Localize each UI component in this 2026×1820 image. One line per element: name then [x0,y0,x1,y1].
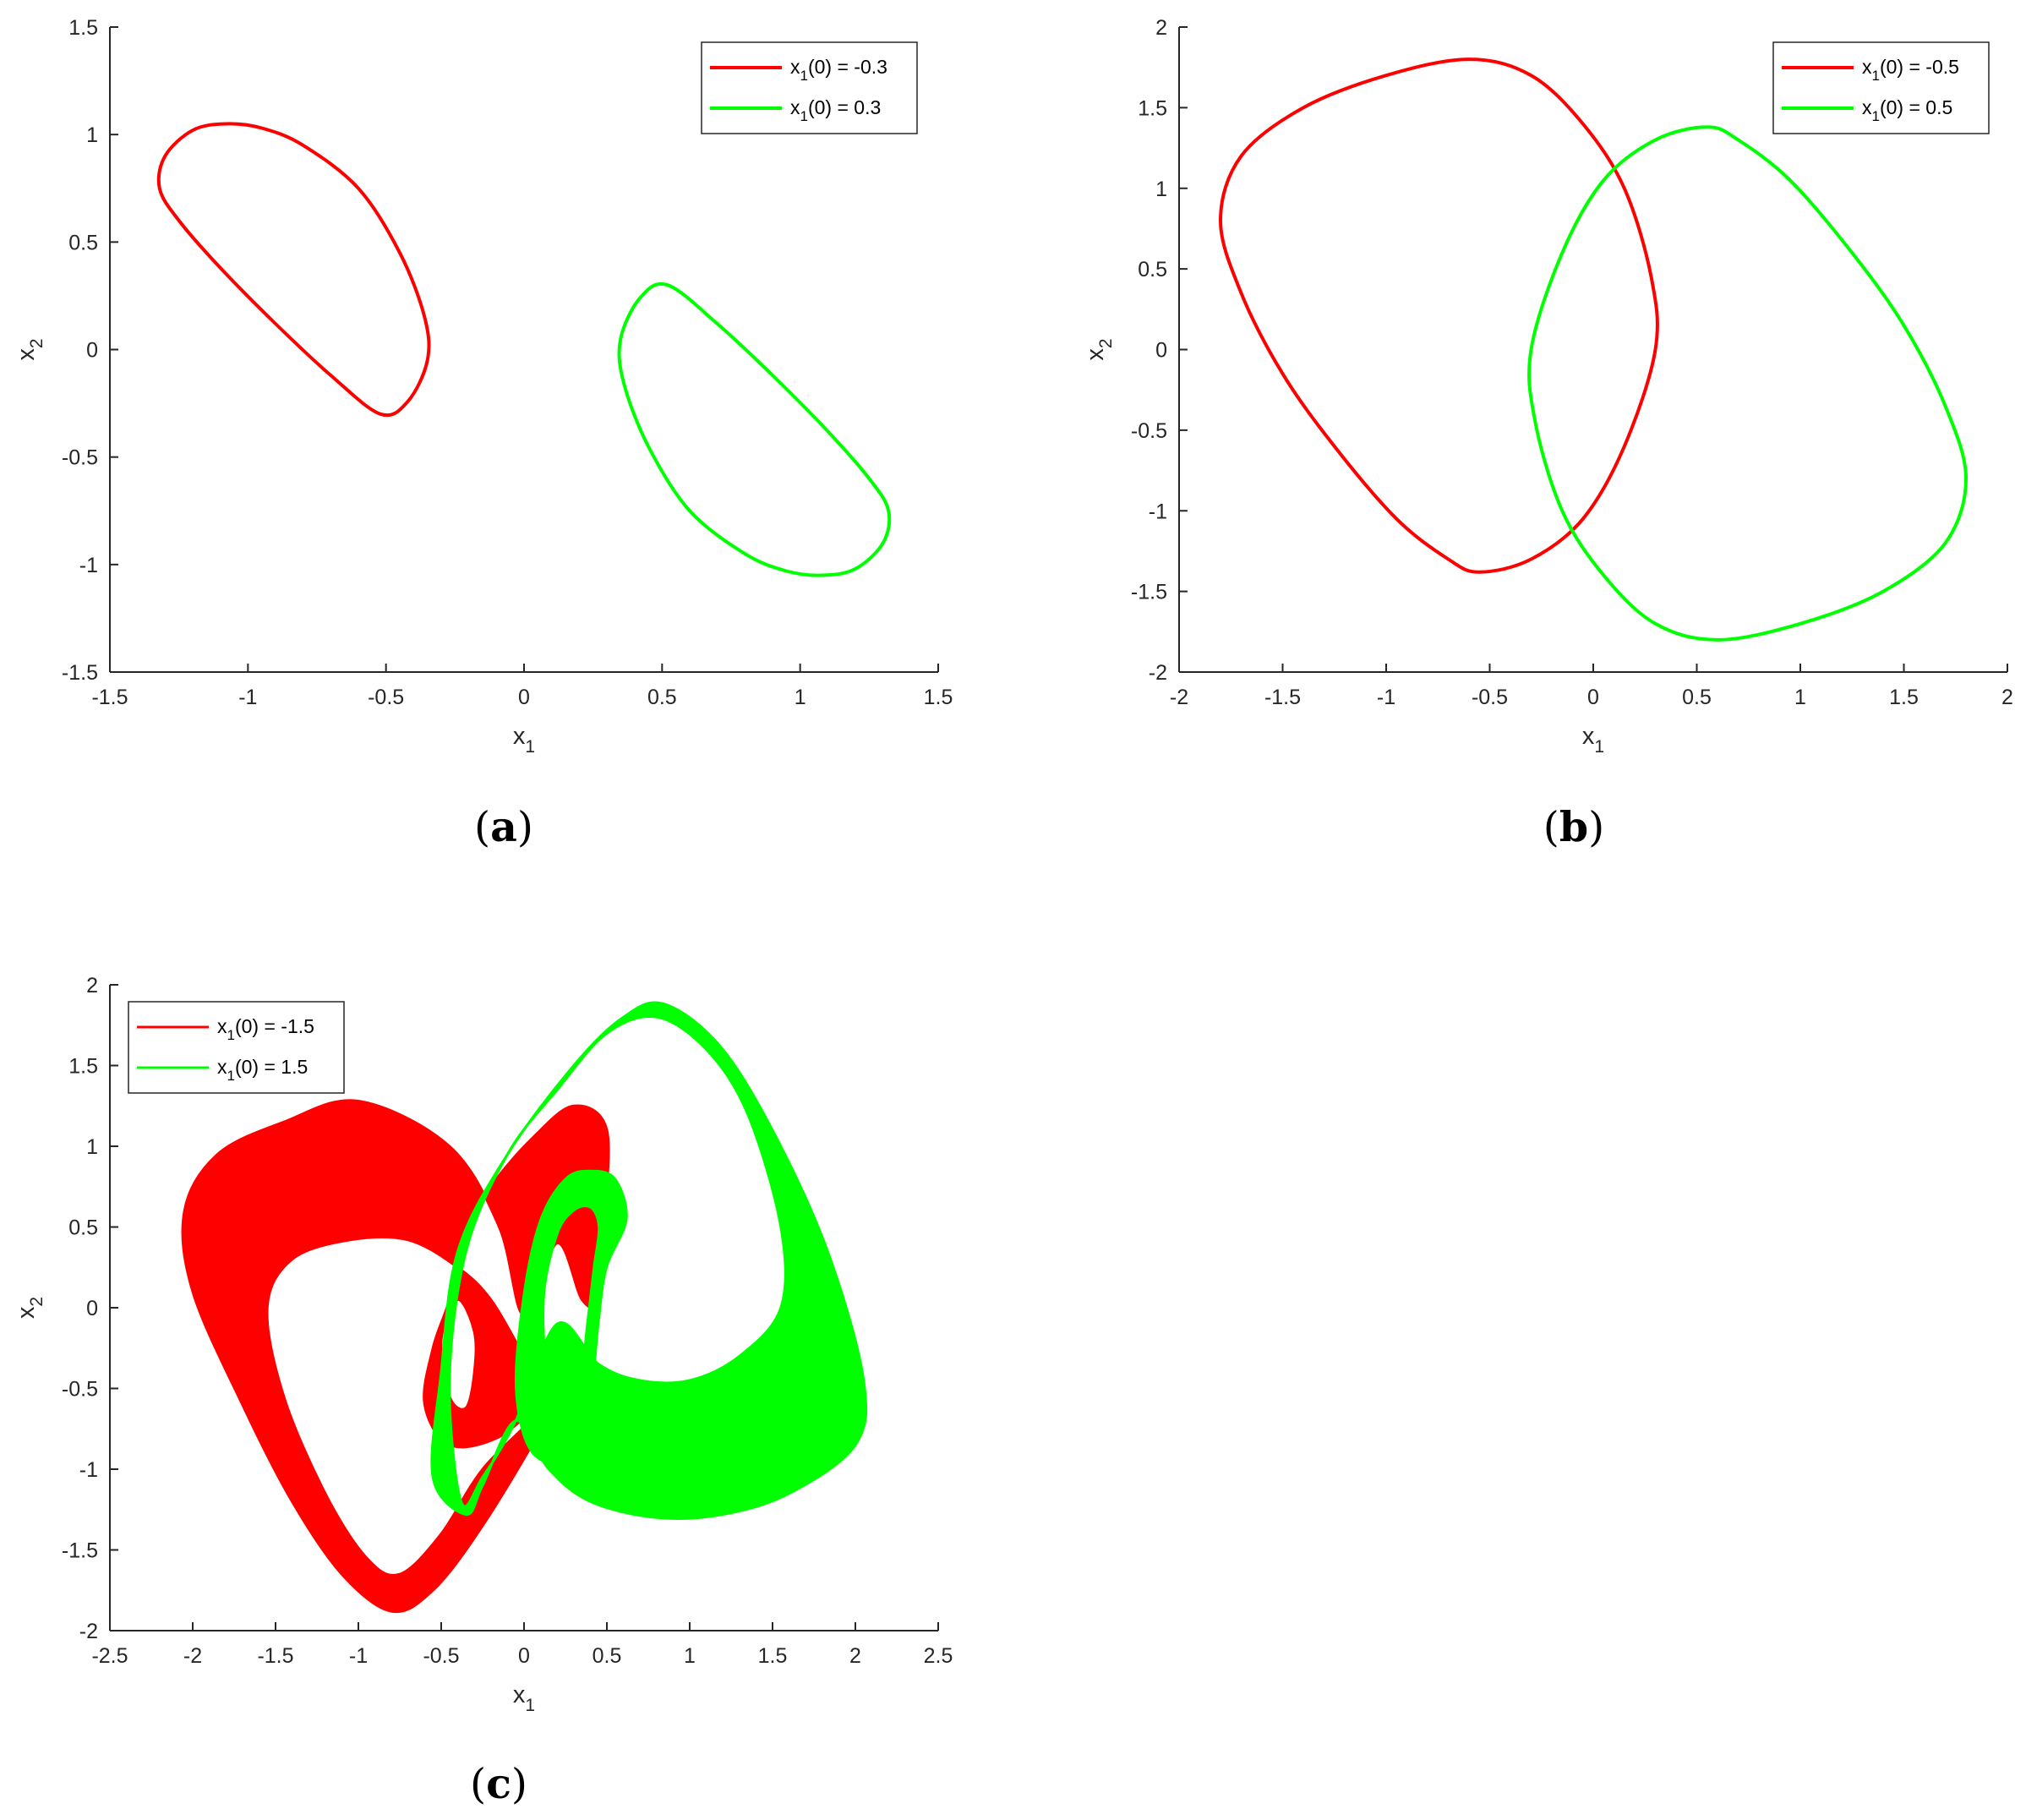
panel-label-b: (b) [1543,802,1605,851]
y-tick-label: 1 [86,1135,98,1159]
series-1-curve [1219,57,1659,574]
y-tick-label: -0.5 [1131,419,1167,443]
x-tick-label: 2 [849,1644,861,1668]
x-tick-label: -1 [349,1644,368,1668]
y-tick-label: 0.5 [68,1216,98,1240]
x-tick-label: 1.5 [924,686,953,709]
y-tick-label: 2 [1155,16,1167,40]
y-tick-label: -0.5 [62,446,98,470]
y-tick-label: 1.5 [68,16,98,40]
legend-box [128,1001,345,1094]
x-tick-label: 0.5 [1682,686,1712,709]
panel-a: -1.5 -1 -0.5 0 0.5 1 1.5 -1.5 -1 -0.5 0 0.5 1 1.5 x1 x2… [13,16,953,757]
panel-label-a: (a) [474,802,533,851]
x-tick-label: -2 [183,1644,202,1668]
legend: x1(0) = -0.5 x1(0) = 0.5 [1772,41,1990,134]
x-tick-label: 1 [684,1644,696,1668]
x-tick-label: -1 [238,686,257,709]
y-tick-label: 0.5 [1138,258,1167,281]
legend-label-2: x1(0) = 0.5 [1862,96,1952,124]
legend-label-2: x1(0) = 0.3 [790,96,881,124]
y-tick-label: -2 [79,1620,98,1643]
x-tick-label: 1 [795,686,806,709]
x-tick-label: -0.5 [423,1644,459,1668]
y-tick-label: -1.5 [62,1539,98,1563]
series-1-curve [156,122,431,418]
panel-c: -2.5 -2 -1.5 -1 -0.5 0 0.5 1 1.5 2 2.5-2-1.5-1-0.5… [13,974,953,1715]
x-tick-label: -1.5 [257,1644,293,1668]
legend-label-1: x1(0) = -1.5 [217,1015,314,1043]
y-tick-label: 1 [86,123,98,147]
y-tick-label: -1 [1149,500,1167,523]
x-tick-label: 1 [1794,686,1806,709]
x-tick-label: 0 [1587,686,1599,709]
y-tick-label: 1 [1155,178,1167,201]
x-tick-label: 2 [2001,686,2013,709]
legend-box [1772,41,1990,134]
x-axis-label: x1 [513,1681,535,1715]
series-1-band [181,1099,610,1614]
x-tick-label: -2.5 [91,1644,128,1668]
y-axis-label: x2 [1082,338,1116,360]
legend: x1(0) = -0.3 x1(0) = 0.3 [701,41,918,134]
x-tick-label: -2 [1170,686,1188,709]
panel-b: -2 -1.5 -1 -0.5 0 0.5 1 1.5 2 -2 -1.5 -1 -0.5 0 0.5 1 1.… [1082,16,2013,757]
y-tick-label: 0.5 [68,231,98,254]
series-2-curve [617,281,892,577]
x-tick-label: -0.5 [368,686,404,709]
x-tick-label: -1 [1377,686,1395,709]
x-axis-label: x1 [1582,723,1604,757]
y-tick-label: -1.5 [62,661,98,685]
y-tick-label: 0 [86,1297,98,1320]
x-tick-label: -1.5 [91,686,128,709]
x-axis-label: x1 [513,723,535,757]
x-tick-label: 1.5 [758,1644,788,1668]
legend-box [701,41,918,134]
x-tick-label: 0.5 [593,1644,622,1668]
y-tick-label: -1.5 [1131,581,1167,604]
y-axis-label: x2 [13,338,46,360]
x-tick-label: 2.5 [924,1644,953,1668]
legend-label-2: x1(0) = 1.5 [217,1056,308,1084]
legend-label-1: x1(0) = -0.3 [790,56,887,84]
y-tick-label: -0.5 [62,1378,98,1402]
legend-label-1: x1(0) = -0.5 [1862,56,1959,84]
y-tick-label: 1.5 [1138,96,1167,120]
x-tick-label: 0 [518,1644,530,1668]
y-tick-label: 0 [86,339,98,363]
series-2-curve [1527,125,1968,642]
y-tick-label: 0 [1155,339,1167,363]
panel-label-c: (c) [470,1759,527,1808]
y-tick-label: 2 [86,974,98,997]
x-tick-label: -0.5 [1472,686,1508,709]
y-tick-label: -1 [79,554,98,577]
y-tick-label: -2 [1149,661,1167,685]
x-tick-label: 0 [518,686,530,709]
y-axis-label: x2 [13,1297,46,1319]
y-tick-label: -1 [79,1458,98,1482]
legend: x1(0) = -1.5 x1(0) = 1.5 [128,1001,345,1094]
x-tick-label: 0.5 [647,686,677,709]
y-tick-label: 1.5 [68,1055,98,1079]
x-tick-label: 1.5 [1889,686,1919,709]
series-2-inner-band [514,1169,628,1467]
x-tick-label: -1.5 [1264,686,1301,709]
series-2-band [430,1001,868,1520]
